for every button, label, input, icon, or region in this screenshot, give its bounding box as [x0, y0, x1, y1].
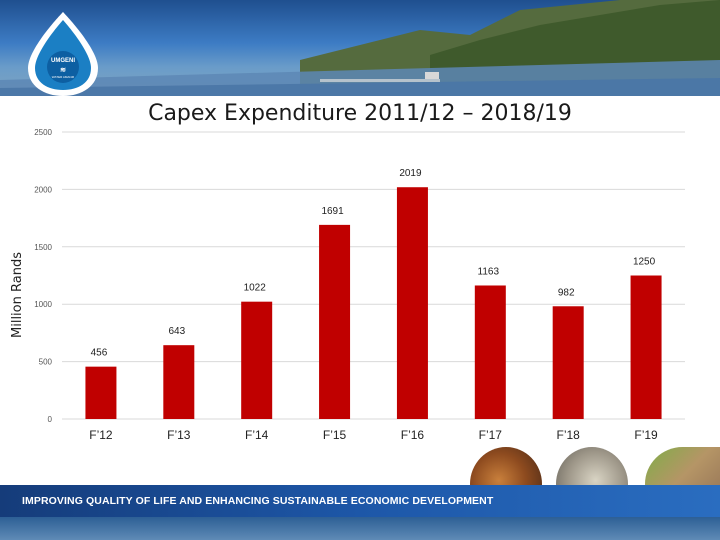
bar	[319, 224, 351, 419]
bar	[396, 187, 428, 419]
bar	[552, 306, 584, 419]
y-tick-label: 1500	[34, 243, 52, 252]
logo-text: UMGENI	[51, 58, 75, 64]
y-tick-label: 2000	[34, 185, 52, 194]
data-label: 2019	[399, 168, 422, 179]
y-tick-label: 2500	[34, 128, 52, 137]
logo-subtext: WATER AMANZI	[52, 75, 75, 79]
data-label: 643	[168, 326, 185, 337]
chart-title: Capex Expenditure 2011/12 – 2018/19	[148, 101, 572, 126]
x-tick-label: F’16	[401, 428, 425, 442]
bar	[163, 345, 195, 419]
y-tick-label: 0	[48, 415, 53, 424]
data-label: 982	[558, 287, 575, 298]
bar	[85, 366, 117, 419]
x-tick-label: F’19	[634, 428, 658, 442]
x-tick-label: F’17	[479, 428, 503, 442]
bar	[630, 275, 662, 419]
header-banner	[0, 0, 720, 96]
x-tick-label: F’14	[245, 428, 269, 442]
x-tick-label: F’18	[557, 428, 581, 442]
landscape-image	[0, 0, 720, 96]
footer-band	[0, 485, 720, 517]
footer-strip	[0, 517, 720, 540]
bar	[241, 301, 273, 419]
water-drop-logo: UMGENI ≋ WATER AMANZI	[22, 10, 104, 98]
x-tick-label: F’15	[323, 428, 347, 442]
bar-chart: 0 500 1000 1500 2000 2500 456 F’12 643 F’13 1022 F’…	[34, 128, 685, 442]
y-tick-label: 1000	[34, 300, 52, 309]
x-tick-label: F’12	[89, 428, 113, 442]
footer-slogan: IMPROVING QUALITY OF LIFE AND ENHANCING …	[22, 495, 494, 507]
svg-text:≋: ≋	[60, 67, 66, 74]
y-tick-label: 500	[39, 358, 53, 367]
x-tick-label: F’13	[167, 428, 191, 442]
data-label: 1163	[478, 266, 500, 277]
data-label: 1022	[244, 283, 267, 294]
data-label: 1691	[321, 206, 344, 217]
bar	[474, 285, 506, 419]
data-label: 456	[91, 348, 108, 359]
data-label: 1250	[633, 257, 656, 268]
